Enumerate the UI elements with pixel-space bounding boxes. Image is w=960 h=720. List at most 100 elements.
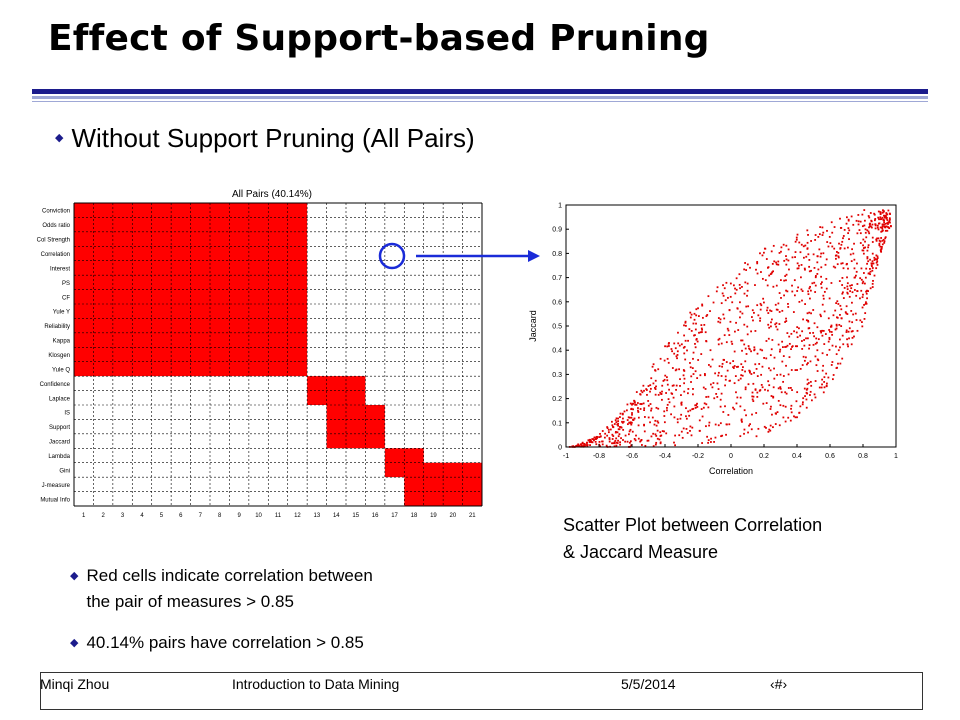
scatter-point bbox=[726, 423, 728, 426]
scatter-point bbox=[649, 421, 651, 424]
y-tick-label: 0.3 bbox=[552, 372, 562, 379]
scatter-point bbox=[738, 283, 741, 286]
scatter-point bbox=[755, 268, 757, 271]
scatter-point bbox=[826, 353, 829, 356]
scatter-point bbox=[629, 441, 631, 444]
scatter-point bbox=[741, 369, 744, 371]
scatter-point bbox=[649, 403, 652, 405]
scatter-point bbox=[650, 435, 653, 438]
scatter-point bbox=[839, 346, 841, 349]
scatter-point bbox=[888, 227, 891, 230]
scatter-point bbox=[873, 256, 876, 259]
scatter-point bbox=[663, 421, 666, 424]
scatter-point bbox=[619, 443, 621, 446]
scatter-point bbox=[785, 244, 788, 247]
matrix-row-label: Lambda bbox=[48, 454, 70, 460]
bullet-diamond-icon: ◆ bbox=[70, 570, 79, 582]
scatter-point bbox=[830, 364, 833, 366]
scatter-point bbox=[865, 292, 868, 295]
scatter-point bbox=[876, 263, 879, 266]
scatter-point bbox=[813, 281, 816, 284]
scatter-point bbox=[651, 416, 654, 419]
scatter-point bbox=[694, 342, 696, 345]
scatter-point bbox=[798, 241, 801, 244]
scatter-point bbox=[746, 294, 748, 297]
scatter-point bbox=[753, 348, 756, 351]
scatter-point bbox=[759, 252, 761, 255]
scatter-point bbox=[777, 263, 780, 266]
scatter-point bbox=[773, 356, 776, 359]
scatter-point bbox=[633, 400, 636, 403]
scatter-point bbox=[689, 366, 692, 369]
scatter-point bbox=[749, 423, 751, 426]
scatter-point bbox=[619, 416, 621, 418]
scatter-point bbox=[869, 258, 871, 261]
scatter-point bbox=[801, 290, 804, 292]
scatter-point bbox=[818, 248, 821, 251]
scatter-point bbox=[870, 226, 873, 229]
scatter-point bbox=[695, 322, 697, 325]
scatter-point bbox=[695, 314, 698, 317]
scatter-point bbox=[764, 279, 767, 282]
scatter-point bbox=[810, 312, 812, 315]
scatter-point bbox=[661, 390, 663, 393]
scatter-point bbox=[757, 427, 760, 430]
scatter-point bbox=[871, 269, 874, 272]
scatter-point bbox=[887, 209, 890, 212]
scatter-point bbox=[616, 431, 619, 434]
scatter-point bbox=[801, 348, 804, 350]
scatter-point bbox=[637, 437, 640, 440]
scatter-point bbox=[744, 370, 746, 373]
scatter-point bbox=[584, 445, 586, 448]
scatter-point bbox=[707, 395, 710, 398]
scatter-point bbox=[598, 440, 601, 443]
scatter-point bbox=[591, 441, 594, 444]
scatter-point bbox=[724, 375, 727, 378]
scatter-point bbox=[778, 252, 781, 254]
scatter-point bbox=[814, 234, 817, 236]
scatter-point bbox=[853, 242, 855, 245]
scatter-point bbox=[608, 438, 611, 441]
scatter-point bbox=[650, 377, 653, 380]
scatter-point bbox=[775, 412, 777, 415]
scatter-point bbox=[623, 410, 626, 413]
scatter-point bbox=[678, 344, 681, 347]
scatter-point bbox=[678, 434, 681, 437]
scatter-point bbox=[842, 267, 845, 270]
scatter-point bbox=[846, 282, 849, 285]
scatter-point bbox=[740, 418, 743, 421]
scatter-point bbox=[761, 277, 764, 280]
scatter-point bbox=[778, 424, 781, 427]
scatter-point bbox=[743, 428, 746, 431]
scatter-point bbox=[850, 330, 853, 333]
matrix-col-label: 11 bbox=[275, 513, 282, 519]
scatter-point bbox=[851, 336, 854, 339]
scatter-point bbox=[787, 306, 790, 308]
scatter-point bbox=[626, 423, 629, 426]
scatter-point bbox=[875, 254, 878, 257]
scatter-point bbox=[683, 370, 686, 372]
scatter-point bbox=[666, 406, 668, 409]
scatter-point bbox=[612, 426, 615, 429]
scatter-point bbox=[884, 225, 887, 228]
scatter-point bbox=[665, 392, 667, 394]
scatter-point bbox=[761, 365, 764, 368]
scatter-point bbox=[835, 302, 838, 305]
y-tick-label: 0.5 bbox=[552, 324, 562, 331]
scatter-point bbox=[634, 403, 637, 406]
scatter-point bbox=[613, 442, 616, 445]
scatter-point bbox=[782, 380, 785, 383]
scatter-point bbox=[682, 427, 685, 430]
scatter-point bbox=[740, 339, 743, 342]
scatter-point bbox=[634, 401, 636, 404]
scatter-point bbox=[823, 343, 826, 345]
scatter-point bbox=[689, 429, 691, 432]
scatter-point bbox=[814, 380, 817, 382]
scatter-point bbox=[793, 294, 796, 297]
scatter-point bbox=[786, 344, 789, 347]
scatter-point bbox=[725, 281, 728, 284]
scatter-point bbox=[613, 423, 616, 425]
scatter-point bbox=[608, 437, 611, 439]
scatter-point bbox=[877, 228, 880, 231]
scatter-point bbox=[654, 386, 656, 389]
